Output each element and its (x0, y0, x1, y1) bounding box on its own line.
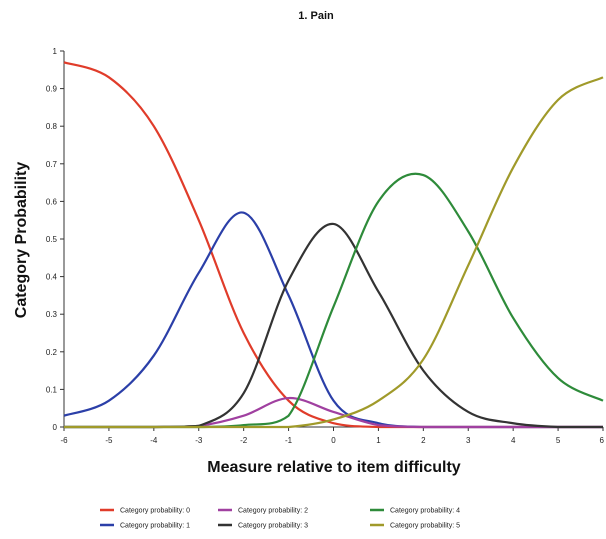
x-tick-label: 6 (600, 436, 605, 445)
series-line-category-5 (64, 76, 604, 429)
x-tick-label: 5 (556, 436, 561, 445)
x-tick-label: 1 (376, 436, 381, 445)
y-tick-label: 1 (53, 47, 58, 56)
y-tick-label: 0.8 (46, 122, 58, 131)
legend: Category probability: 0 Category probabil… (100, 508, 460, 530)
x-tick-label: -3 (195, 436, 203, 445)
y-tick-label: 0.2 (46, 348, 58, 357)
y-tick-label: 0 (53, 423, 58, 432)
legend-label-category-5: Category probability: 5 (390, 523, 460, 530)
legend-label-category-2: Category probability: 2 (238, 508, 308, 515)
x-tick-label: -5 (105, 436, 113, 445)
x-tick-label: 4 (511, 436, 516, 445)
plot-lines (63, 61, 604, 429)
y-tick-label: 0.7 (46, 160, 58, 169)
y-axis-title: Category Probability (13, 162, 30, 319)
legend-label-category-0: Category probability: 0 (120, 508, 190, 515)
series-line-category-4 (64, 172, 604, 429)
chart-title: 1. Pain (298, 10, 334, 22)
x-axis-title: Measure relative to item difficulty (207, 459, 461, 476)
y-tick-label: 0.9 (46, 85, 58, 94)
x-tick-label: 0 (331, 436, 336, 445)
y-tick-label: 0.1 (46, 385, 58, 394)
x-tick-label: 3 (466, 436, 471, 445)
legend-label-category-4: Category probability: 4 (390, 508, 460, 515)
x-tick-label: -6 (60, 436, 68, 445)
x-tick-label: 2 (421, 436, 426, 445)
legend-label-category-3: Category probability: 3 (238, 523, 308, 530)
y-tick-label: 0.4 (46, 273, 58, 282)
legend-label-category-1: Category probability: 1 (120, 523, 190, 530)
x-tick-label: -4 (150, 436, 158, 445)
x-tick-label: -2 (240, 436, 248, 445)
series-line-category-1 (63, 211, 603, 429)
series-line-category-0 (63, 61, 603, 429)
series-line-category-3 (64, 222, 603, 429)
y-tick-label: 0.3 (46, 310, 58, 319)
y-tick-label: 0.5 (46, 235, 58, 244)
x-tick-label: -1 (285, 436, 293, 445)
y-tick-label: 0.6 (46, 197, 58, 206)
